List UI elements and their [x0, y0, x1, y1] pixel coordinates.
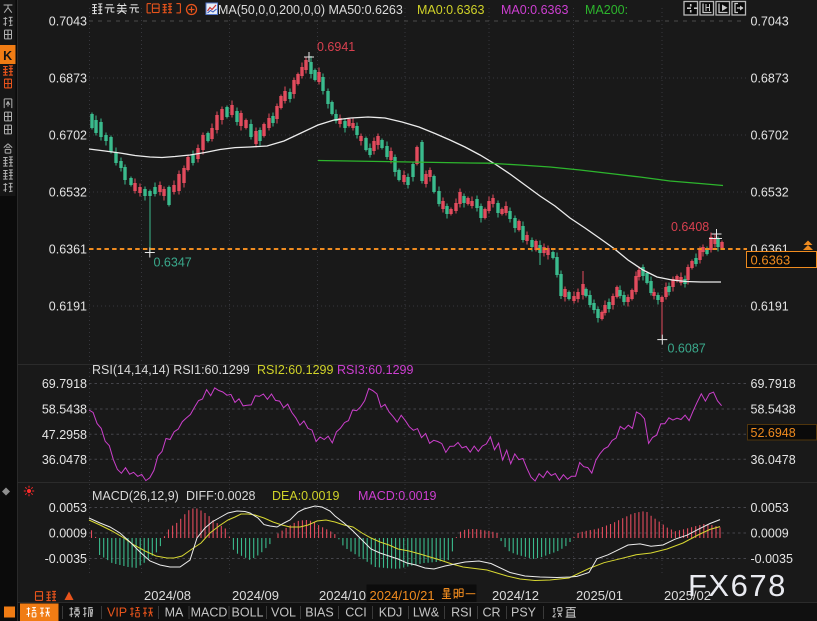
svg-text:0.6873: 0.6873: [49, 72, 87, 86]
svg-text:0.6702: 0.6702: [49, 129, 87, 143]
svg-text:PSY: PSY: [511, 606, 537, 620]
svg-text:0.6702: 0.6702: [751, 129, 789, 143]
svg-text:0.6532: 0.6532: [751, 186, 789, 200]
svg-text:0.6361: 0.6361: [49, 243, 87, 257]
svg-text:RSI(14,14,14) RSI1:60.1299: RSI(14,14,14) RSI1:60.1299: [92, 363, 250, 377]
svg-text:69.7918: 69.7918: [751, 377, 796, 391]
svg-text:MACD: MACD: [191, 606, 228, 620]
svg-text:0.6191: 0.6191: [751, 300, 789, 314]
svg-text:58.5438: 58.5438: [751, 403, 796, 417]
svg-text:0.0053: 0.0053: [49, 501, 87, 515]
svg-text:CCI: CCI: [345, 606, 367, 620]
svg-text:2025/01: 2025/01: [576, 588, 623, 603]
svg-text:36.0478: 36.0478: [42, 453, 87, 467]
svg-text:FX678: FX678: [688, 568, 787, 603]
svg-text:0.0053: 0.0053: [751, 501, 789, 515]
svg-text:MA(50,0,0,200,0,0) MA50:0.6263: MA(50,0,0,200,0,0) MA50:0.6263: [218, 3, 403, 17]
svg-text:MA: MA: [165, 606, 184, 620]
svg-text:MA200:: MA200:: [585, 3, 628, 17]
svg-text:DIFF:0.0028: DIFF:0.0028: [186, 489, 256, 503]
svg-text:RSI2:60.1299: RSI2:60.1299: [257, 363, 333, 377]
svg-text:69.7918: 69.7918: [42, 377, 87, 391]
svg-text:0.7043: 0.7043: [751, 15, 789, 29]
svg-text:0.0009: 0.0009: [751, 527, 789, 541]
svg-text:0.6363: 0.6363: [751, 252, 791, 267]
svg-text:0.6941: 0.6941: [317, 40, 355, 54]
svg-text:-0.0035: -0.0035: [751, 552, 793, 566]
svg-text:2024/10/21: 2024/10/21: [370, 588, 435, 603]
svg-text:0.0009: 0.0009: [49, 527, 87, 541]
svg-text:VIP: VIP: [107, 606, 127, 620]
svg-text:MACD(26,12,9): MACD(26,12,9): [92, 489, 179, 503]
svg-text:58.5438: 58.5438: [42, 403, 87, 417]
svg-text:CR: CR: [482, 606, 500, 620]
svg-text:RSI3:60.1299: RSI3:60.1299: [337, 363, 413, 377]
svg-text:2024/10: 2024/10: [319, 588, 366, 603]
svg-text:MA0:0.6363: MA0:0.6363: [417, 3, 484, 17]
svg-text:2024/12: 2024/12: [492, 588, 539, 603]
svg-text:0.6347: 0.6347: [154, 256, 192, 270]
svg-text:VOL: VOL: [271, 606, 296, 620]
svg-text:47.2958: 47.2958: [42, 428, 87, 442]
svg-text:36.0478: 36.0478: [751, 453, 796, 467]
svg-text:2024/08: 2024/08: [144, 588, 191, 603]
svg-text:RSI: RSI: [451, 606, 472, 620]
svg-text:0.6532: 0.6532: [49, 186, 87, 200]
svg-text:BOLL: BOLL: [232, 606, 264, 620]
svg-text:KDJ: KDJ: [379, 606, 403, 620]
svg-text:DEA:0.0019: DEA:0.0019: [272, 489, 339, 503]
svg-text:2025/02: 2025/02: [664, 588, 711, 603]
svg-text:MA0:0.6363: MA0:0.6363: [501, 3, 568, 17]
svg-text:0.6191: 0.6191: [49, 300, 87, 314]
svg-text:52.6948: 52.6948: [751, 426, 796, 440]
svg-text:0.7043: 0.7043: [49, 15, 87, 29]
svg-text:MACD:0.0019: MACD:0.0019: [358, 489, 437, 503]
svg-text:0.6873: 0.6873: [751, 72, 789, 86]
svg-text:K: K: [3, 49, 12, 63]
svg-text:0.6408: 0.6408: [671, 220, 709, 234]
svg-text:0.6087: 0.6087: [668, 342, 706, 356]
svg-text:2024/09: 2024/09: [232, 588, 279, 603]
svg-text:LW&: LW&: [413, 606, 440, 620]
svg-text:-0.0035: -0.0035: [45, 552, 87, 566]
svg-text:BIAS: BIAS: [305, 606, 334, 620]
